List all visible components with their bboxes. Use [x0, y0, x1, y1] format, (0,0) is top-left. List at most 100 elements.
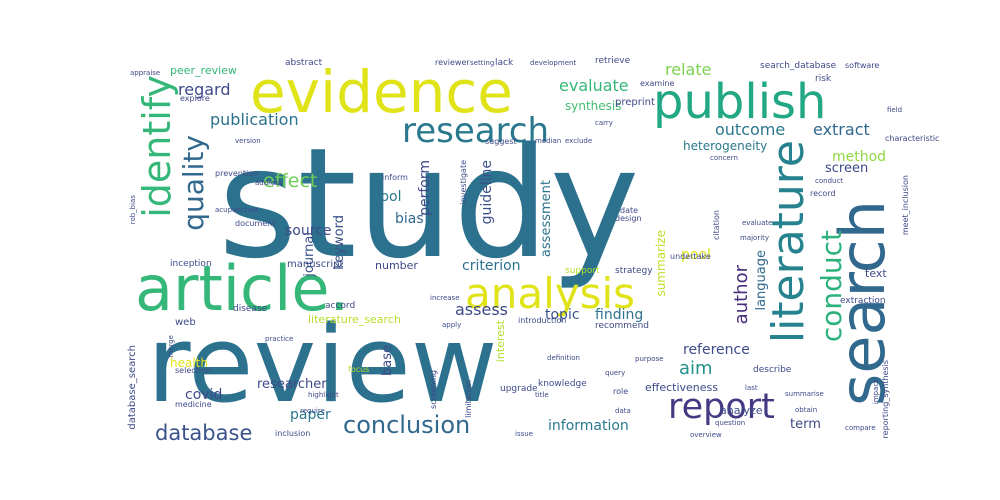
cloud-word: reference: [683, 342, 750, 358]
cloud-word: author: [731, 265, 752, 325]
cloud-word: relate: [665, 60, 712, 79]
cloud-word: identify: [135, 75, 179, 218]
cloud-word: database_search: [127, 345, 138, 430]
cloud-word: accord: [325, 301, 356, 311]
cloud-word: aim: [679, 358, 713, 379]
cloud-word: prevention: [215, 169, 259, 178]
cloud-word: obtain: [795, 406, 818, 414]
cloud-word: literature_search: [308, 313, 401, 326]
cloud-word: focus: [348, 365, 370, 374]
cloud-word: text: [865, 267, 887, 280]
cloud-word: knowledge: [538, 379, 587, 389]
cloud-word: quality: [177, 135, 210, 231]
cloud-word: number: [375, 259, 418, 272]
cloud-word: conclusion: [343, 411, 471, 439]
cloud-word: report: [668, 387, 775, 427]
cloud-word: extract: [813, 120, 870, 139]
cloud-word: title: [535, 391, 549, 399]
cloud-word: citation: [712, 210, 721, 240]
cloud-word: paper: [290, 407, 331, 423]
cloud-word: article.: [135, 252, 350, 325]
cloud-word: publication: [210, 110, 299, 129]
cloud-word: upgrade: [500, 384, 538, 394]
cloud-word: peer_review: [170, 64, 237, 77]
cloud-word: covid: [185, 387, 223, 403]
cloud-word: bias: [395, 211, 424, 227]
cloud-word: selection: [175, 366, 211, 375]
cloud-word: information: [548, 418, 629, 434]
cloud-word: lack: [495, 58, 514, 68]
cloud-word: language: [754, 250, 769, 311]
cloud-word: concern: [710, 154, 738, 162]
cloud-word: highlight: [308, 391, 339, 399]
cloud-word: method: [832, 149, 887, 165]
cloud-word: design: [615, 214, 642, 223]
cloud-word: reviewer: [435, 58, 470, 67]
cloud-word: tool: [375, 189, 402, 205]
cloud-word: field: [887, 106, 903, 114]
cloud-word: apply: [442, 321, 462, 329]
cloud-word: limitation: [464, 380, 473, 418]
cloud-word: retrieve: [595, 56, 631, 66]
cloud-word: introduction: [518, 316, 567, 325]
cloud-word: address: [255, 179, 283, 187]
cloud-word: reporting_synthesis: [881, 360, 890, 439]
cloud-word: publish: [653, 74, 827, 130]
cloud-word: suggest: [485, 137, 517, 146]
cloud-word: screen: [825, 161, 869, 176]
cloud-word: research: [402, 111, 550, 151]
cloud-word: search_database: [760, 61, 837, 71]
cloud-word: evaluate: [742, 219, 773, 227]
cloud-word: database: [155, 421, 253, 445]
cloud-word: increase: [430, 294, 460, 302]
cloud-word: impact: [872, 380, 880, 405]
cloud-word: definition: [547, 354, 580, 362]
cloud-word: base: [380, 345, 395, 376]
cloud-word: effectiveness: [645, 381, 719, 394]
cloud-word: evidence: [250, 58, 513, 126]
cloud-word: analysis: [465, 269, 636, 318]
cloud-word: criterion: [462, 258, 521, 274]
word-cloud: study review search article. evidence pu…: [125, 50, 939, 450]
cloud-word: inclusion: [275, 429, 311, 438]
cloud-word: health: [170, 356, 208, 370]
cloud-word: guideline: [479, 160, 495, 225]
cloud-word: last: [745, 384, 758, 392]
cloud-word: preprint: [615, 97, 655, 108]
cloud-word: disease: [233, 304, 268, 314]
cloud-word: describe: [753, 365, 792, 375]
cloud-word: risk: [815, 74, 832, 84]
cloud-word: meet_inclusion: [901, 175, 910, 236]
cloud-word: inform: [382, 173, 408, 182]
cloud-word: acupuncture: [215, 206, 259, 214]
cloud-word: role: [613, 387, 629, 396]
cloud-word: outcome: [715, 120, 786, 139]
cloud-word: summarise: [785, 390, 824, 398]
cloud-word: question: [715, 419, 746, 427]
cloud-word: study: [218, 115, 640, 292]
cloud-word: characteristic: [885, 134, 940, 143]
cloud-word: support: [565, 266, 600, 276]
cloud-word: exclude: [565, 137, 593, 145]
cloud-word: journal: [302, 232, 317, 277]
cloud-word: web: [175, 317, 196, 328]
cloud-word: issue: [515, 430, 533, 438]
cloud-word: appraise: [130, 69, 161, 77]
cloud-word: summarize: [654, 230, 668, 297]
cloud-word: explore: [180, 94, 210, 103]
cloud-word: rob_bias: [129, 195, 137, 225]
cloud-word: majority: [740, 234, 770, 242]
cloud-word: researcher: [257, 377, 327, 392]
cloud-word: source: [285, 223, 332, 239]
cloud-word: synthesis: [565, 99, 622, 113]
cloud-word: assessment: [539, 180, 554, 258]
cloud-word: manuscript: [287, 259, 344, 270]
cloud-word: heterogeneity: [683, 139, 768, 153]
cloud-word: effect: [263, 170, 318, 192]
cloud-word: median: [535, 137, 562, 145]
cloud-word: conduct: [815, 177, 844, 185]
cloud-word: analyze: [720, 404, 763, 417]
cloud-word: finding: [595, 307, 644, 323]
cloud-word: investigate: [459, 160, 468, 205]
cloud-word: perform: [417, 160, 433, 216]
